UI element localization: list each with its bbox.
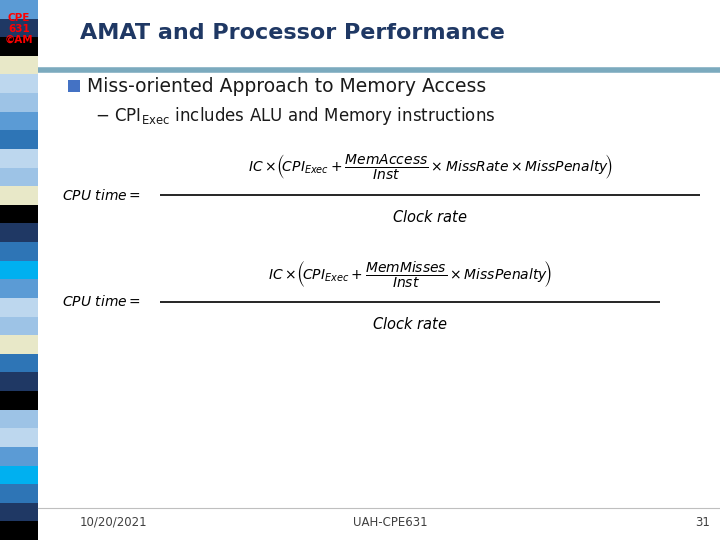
Text: $\mathit{IC} \times \!\left(\! \mathit{CPI}_{\mathit{Exec}} + \dfrac{\mathit{Mem: $\mathit{IC} \times \!\left(\! \mathit{C… xyxy=(248,152,612,181)
Text: $\mathsf{-\ CPI}_{\mathsf{Exec}}$$\mathsf{\ includes\ ALU\ and\ Memory\ instruct: $\mathsf{-\ CPI}_{\mathsf{Exec}}$$\maths… xyxy=(95,105,495,127)
Bar xyxy=(0,298,38,316)
Bar xyxy=(0,391,38,410)
Text: 31: 31 xyxy=(695,516,710,529)
Bar xyxy=(0,410,38,428)
Bar xyxy=(0,316,38,335)
Bar xyxy=(0,167,38,186)
Bar xyxy=(0,261,38,279)
Text: Miss-oriented Approach to Memory Access: Miss-oriented Approach to Memory Access xyxy=(87,77,486,96)
Bar xyxy=(0,0,38,18)
Bar xyxy=(0,354,38,373)
Text: CPE: CPE xyxy=(8,13,30,23)
Bar xyxy=(0,447,38,465)
Text: $\mathit{IC} \times \!\left(\! \mathit{CPI}_{\mathit{Exec}} + \dfrac{\mathit{Mem: $\mathit{IC} \times \!\left(\! \mathit{C… xyxy=(268,259,552,289)
Bar xyxy=(0,186,38,205)
Bar xyxy=(68,80,80,92)
Bar xyxy=(0,373,38,391)
Bar xyxy=(0,130,38,149)
Text: 10/20/2021: 10/20/2021 xyxy=(80,516,148,529)
Text: $\mathit{CPU\ time} =$: $\mathit{CPU\ time} =$ xyxy=(62,294,141,309)
Bar xyxy=(0,18,38,37)
Bar xyxy=(0,465,38,484)
Text: $\mathit{CPU\ time} =$: $\mathit{CPU\ time} =$ xyxy=(62,187,141,202)
Bar xyxy=(0,484,38,503)
Text: UAH-CPE631: UAH-CPE631 xyxy=(353,516,427,529)
Bar xyxy=(0,149,38,167)
Bar xyxy=(0,428,38,447)
Bar xyxy=(0,112,38,130)
Text: $\mathit{Clock\ rate}$: $\mathit{Clock\ rate}$ xyxy=(392,209,468,225)
Bar xyxy=(0,224,38,242)
Bar xyxy=(38,70,720,510)
Bar xyxy=(0,279,38,298)
Text: ©AM: ©AM xyxy=(5,35,33,45)
Text: $\mathit{Clock\ rate}$: $\mathit{Clock\ rate}$ xyxy=(372,316,448,332)
Bar xyxy=(0,37,38,56)
Bar xyxy=(0,93,38,112)
Bar xyxy=(0,522,38,540)
Bar xyxy=(0,503,38,522)
Bar xyxy=(38,0,720,70)
Text: AMAT and Processor Performance: AMAT and Processor Performance xyxy=(80,23,505,43)
Bar xyxy=(0,335,38,354)
Bar xyxy=(0,205,38,224)
Bar xyxy=(0,75,38,93)
Bar xyxy=(0,242,38,261)
Bar xyxy=(0,56,38,75)
Text: 631: 631 xyxy=(8,24,30,34)
